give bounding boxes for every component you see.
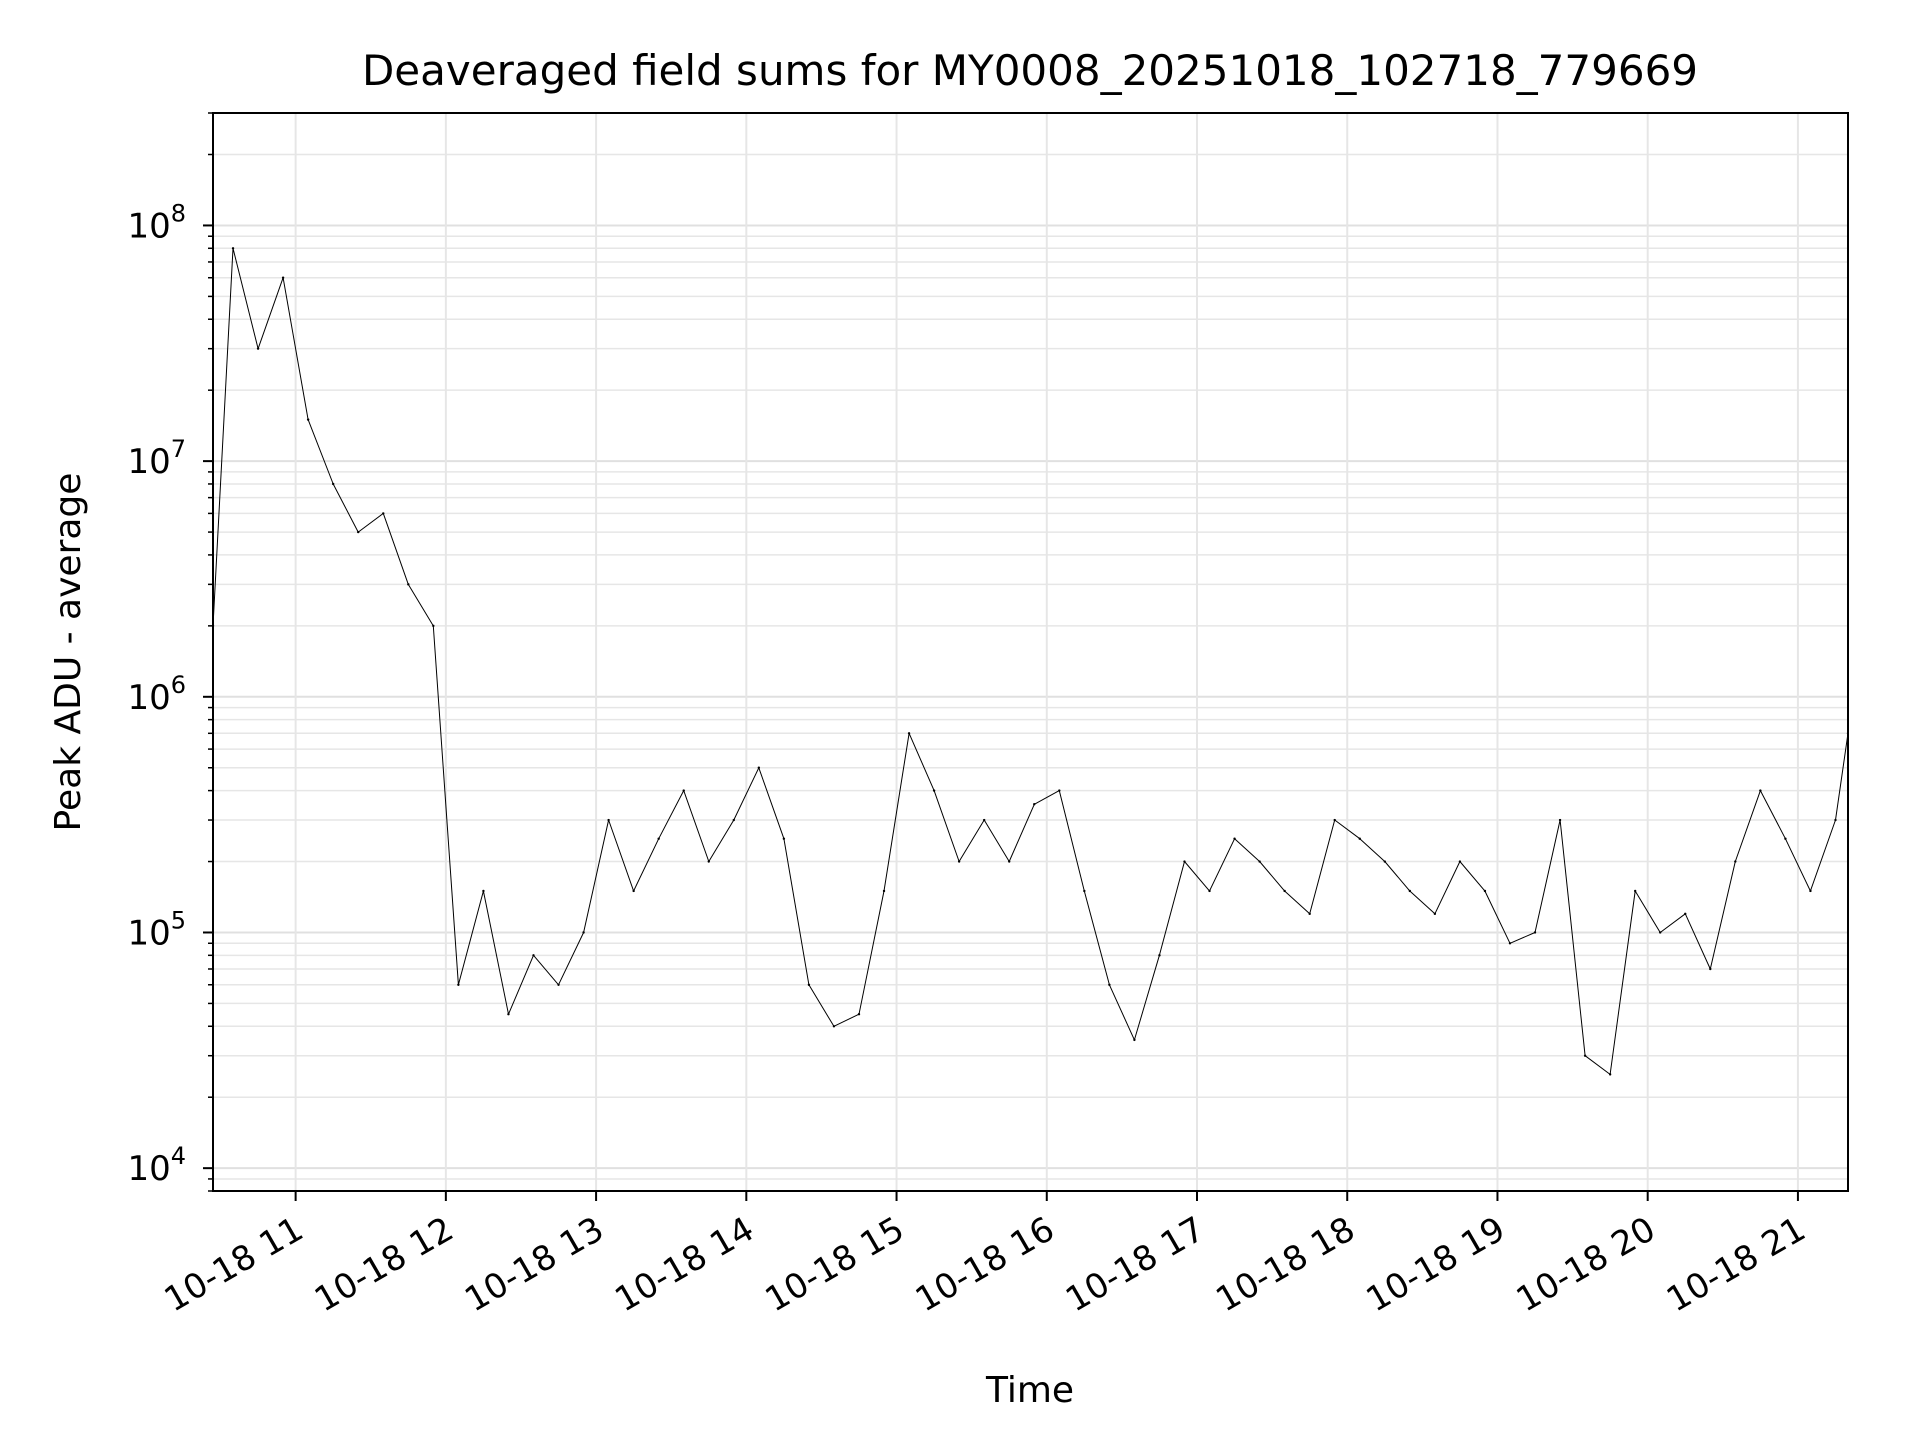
series-point <box>231 247 235 250</box>
series-point <box>306 418 310 421</box>
series-point <box>256 347 260 350</box>
series-point <box>357 530 360 534</box>
series-point <box>1133 1038 1136 1042</box>
series-point <box>1558 818 1562 822</box>
series-point <box>1383 860 1386 863</box>
series-point <box>857 1013 861 1016</box>
series-point <box>1283 889 1286 893</box>
series-point <box>1508 942 1512 945</box>
series-point <box>1158 954 1161 957</box>
series-point <box>1358 837 1361 840</box>
series-point <box>457 983 460 986</box>
series-point <box>1659 931 1662 934</box>
series-point <box>1008 860 1011 863</box>
series-point <box>482 889 485 893</box>
series-point <box>1108 983 1111 986</box>
series-point <box>582 931 585 934</box>
y-axis-label: Peak ADU - average <box>48 473 89 832</box>
series-point <box>1533 931 1537 934</box>
series-point <box>1759 789 1762 792</box>
series-point <box>782 837 786 840</box>
series-point <box>1258 860 1261 863</box>
series-point <box>1458 860 1462 863</box>
series-point <box>1709 967 1712 971</box>
series-point <box>407 583 410 586</box>
series-point <box>1809 889 1812 893</box>
series-point <box>1058 789 1061 792</box>
series-point <box>957 860 961 863</box>
series-point <box>1433 912 1437 916</box>
series-point <box>1333 818 1336 822</box>
series-point <box>757 766 761 769</box>
series-point <box>1208 889 1211 893</box>
series-point <box>1684 912 1687 916</box>
series-point <box>1583 1054 1587 1057</box>
series-point <box>557 983 560 986</box>
series-point <box>507 1013 510 1016</box>
series-point <box>807 983 811 986</box>
series-point <box>607 818 610 822</box>
series-point <box>1784 837 1787 840</box>
series-point <box>1233 837 1236 840</box>
series-point <box>907 732 911 735</box>
series-point <box>1183 860 1186 863</box>
series-point <box>982 818 986 822</box>
series-point <box>732 818 735 822</box>
series-point <box>1408 889 1412 893</box>
x-axis-label: Time <box>985 1370 1074 1411</box>
series-point <box>1033 803 1036 806</box>
series-point <box>532 954 535 957</box>
y-tick-label: 107 <box>127 435 186 482</box>
series-point <box>1483 889 1487 893</box>
series-point <box>331 482 335 486</box>
y-tick-label: 108 <box>127 199 186 246</box>
series-point <box>1834 818 1837 822</box>
series-layer <box>213 247 1848 1076</box>
series-point <box>682 789 685 792</box>
series-point <box>932 789 936 792</box>
series-point <box>432 624 435 628</box>
plot-frame <box>212 112 1849 1192</box>
y-axis-ticks: 104 105 106 107 108 <box>127 112 213 1192</box>
series-point <box>707 860 710 863</box>
series-point <box>882 889 886 893</box>
chart-title: Deaveraged field sums for MY0008_2025101… <box>362 46 1698 95</box>
series-point <box>382 512 385 515</box>
series-point <box>1633 889 1637 893</box>
series-point <box>1308 912 1311 916</box>
y-tick-label: 104 <box>127 1142 186 1189</box>
series-point <box>1734 860 1737 863</box>
series-point <box>832 1025 836 1028</box>
series-point <box>1608 1073 1612 1076</box>
y-tick-label: 106 <box>127 671 186 718</box>
y-tick-label: 105 <box>127 906 186 953</box>
series-point <box>281 276 285 279</box>
series-point <box>657 837 660 840</box>
series-point <box>1083 889 1086 893</box>
major-gridlines <box>213 113 1848 1191</box>
series-point <box>632 889 635 893</box>
